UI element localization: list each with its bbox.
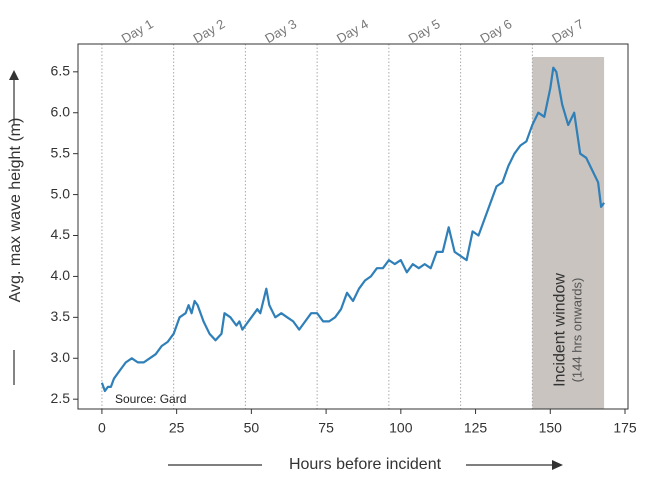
x-tick-label: 50 xyxy=(244,420,260,436)
data-line xyxy=(100,66,605,393)
y-tick-label: 4.5 xyxy=(51,226,71,242)
x-tick-label: 175 xyxy=(613,420,637,436)
x-tick-label: 125 xyxy=(464,420,488,436)
region-label: Incident window xyxy=(551,273,568,387)
x-tick-label: 25 xyxy=(169,420,185,436)
x-tick-label: 0 xyxy=(98,420,106,436)
y-tick-label: 3.5 xyxy=(51,308,71,324)
day-label: Day 4 xyxy=(334,16,371,46)
arrow-head xyxy=(9,70,19,80)
source-note: Source: Gard xyxy=(115,392,186,406)
x-axis-label: Hours before incident xyxy=(289,456,442,473)
x-tick-label: 75 xyxy=(318,420,334,436)
plot-frame xyxy=(77,43,629,410)
y-tick-label: 6.5 xyxy=(51,63,71,79)
day-label: Day 1 xyxy=(119,16,156,46)
x-tick-label: 100 xyxy=(389,420,413,436)
y-tick-label: 6.0 xyxy=(51,103,71,119)
day-label: Day 7 xyxy=(549,16,586,46)
day-label: Day 3 xyxy=(262,16,299,46)
day-label: Day 2 xyxy=(191,16,228,46)
day-label: Day 5 xyxy=(406,16,443,46)
arrow-head xyxy=(552,460,563,470)
y-tick-label: 3.0 xyxy=(51,349,71,365)
y-tick-label: 5.5 xyxy=(51,144,71,160)
y-axis-label: Avg. max wave height (m) xyxy=(7,118,24,303)
y-tick-label: 4.0 xyxy=(51,267,71,283)
y-tick-label: 5.0 xyxy=(51,185,71,201)
y-tick-label: 2.5 xyxy=(51,390,71,406)
region-sublabel: (144 hrs onwards) xyxy=(570,278,585,383)
day-label: Day 6 xyxy=(477,16,514,46)
x-tick-label: 150 xyxy=(539,420,563,436)
